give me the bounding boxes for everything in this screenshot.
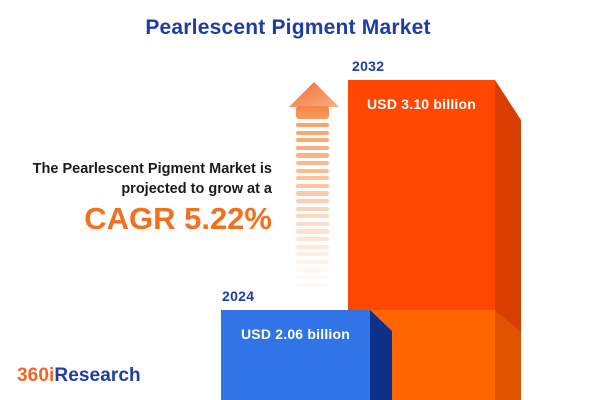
brand-logo: 360iResearch xyxy=(17,365,141,387)
arrow-stripe xyxy=(296,244,329,249)
arrow-stripe xyxy=(296,282,329,287)
bar-2024-side-face xyxy=(370,310,392,400)
brand-logo-suffix: Research xyxy=(54,365,141,386)
arrow-stripe xyxy=(296,221,329,226)
bar-2032-side-face xyxy=(495,80,521,400)
arrow-stripe xyxy=(296,275,329,280)
arrow-stripe xyxy=(296,145,329,150)
arrow-stripe xyxy=(296,161,329,166)
cagr-value: CAGR 5.22% xyxy=(84,201,272,236)
bar-2024-year-label: 2024 xyxy=(222,288,255,304)
arrow-stripe xyxy=(296,191,329,196)
tagline-line-1: The Pearlescent Pigment Market is xyxy=(32,161,272,177)
bar-2032-year-label: 2032 xyxy=(352,58,385,74)
brand-logo-prefix: 360i xyxy=(17,365,55,386)
arrow-stripe xyxy=(296,206,329,211)
bar-2024-front-face xyxy=(221,310,370,400)
arrow-stripe xyxy=(296,130,329,135)
arrow-stripe xyxy=(296,229,329,234)
arrow-stripe xyxy=(296,237,329,242)
tagline-line-2: projected to grow at a xyxy=(121,181,272,197)
bar-2024 xyxy=(221,310,392,400)
arrow-stripe xyxy=(296,168,329,173)
bar-2032-value-label: USD 3.10 billion xyxy=(367,96,476,112)
bar-2032-side-face-lower xyxy=(495,310,521,400)
arrow-head-icon xyxy=(289,82,339,107)
tagline-block: The Pearlescent Pigment Market is projec… xyxy=(0,159,272,236)
arrow-stripe xyxy=(296,123,329,128)
arrow-stripe xyxy=(296,183,329,188)
arrow-stripe xyxy=(296,153,329,158)
arrow-stripe xyxy=(296,259,329,264)
arrow-stripe xyxy=(296,199,329,204)
arrow-stripe xyxy=(296,252,329,257)
arrow-stripes xyxy=(296,123,329,291)
arrow-stripe xyxy=(296,214,329,219)
arrow-stripe xyxy=(296,176,329,181)
arrow-stripe xyxy=(296,138,329,143)
page-title: Pearlescent Pigment Market xyxy=(145,16,431,39)
arrow-neck xyxy=(296,106,329,119)
growth-arrow-icon xyxy=(289,82,339,292)
bar-2024-value-label: USD 2.06 billion xyxy=(241,326,350,342)
arrow-stripe xyxy=(296,267,329,272)
